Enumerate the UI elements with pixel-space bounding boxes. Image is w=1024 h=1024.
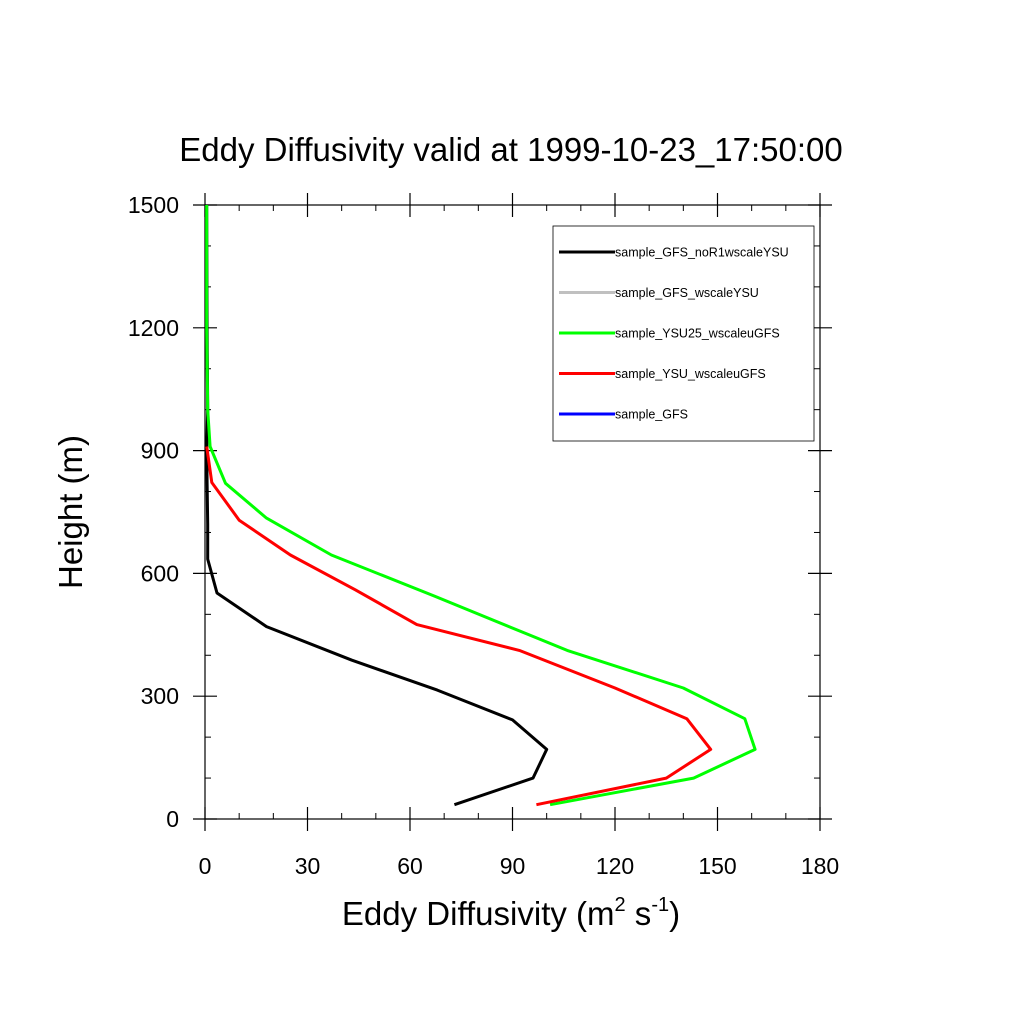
- legend-entries: sample_GFS_noR1wscaleYSU sample_GFS_wscal…: [559, 246, 789, 422]
- x-tick-label: 90: [500, 853, 526, 879]
- x-axis-label-end: ): [669, 895, 680, 932]
- series-lines: [205, 204, 757, 807]
- legend-label: sample_GFS: [615, 408, 688, 422]
- legend-label: sample_GFS_wscaleYSU: [615, 286, 759, 300]
- series-line-sample_YSU25_wscaleuGFS: [205, 205, 757, 807]
- chart-title: Eddy Diffusivity valid at 1999-10-23_17:…: [179, 131, 842, 168]
- x-axis-label-mid: s: [626, 895, 652, 932]
- plot-frame: [204, 204, 821, 820]
- y-tick-label: 1500: [128, 192, 179, 218]
- y-axis-label: Height (m): [52, 435, 89, 589]
- minor-ticks: [205, 205, 820, 819]
- y-tick-label: 600: [141, 560, 179, 586]
- x-axis-label-main: Eddy Diffusivity (m: [342, 895, 615, 932]
- x-tick-label: 120: [596, 853, 634, 879]
- y-tick-label: 900: [141, 438, 179, 464]
- y-tick-label: 1200: [128, 315, 179, 341]
- x-tick-label: 0: [199, 853, 212, 879]
- x-axis-label-sup1: 2: [615, 894, 626, 916]
- x-tick-label: 60: [397, 853, 423, 879]
- x-axis-label-sup2: -1: [651, 894, 669, 916]
- x-tick-label: 30: [295, 853, 321, 879]
- y-tick-label: 0: [166, 806, 179, 832]
- x-tick-label: 180: [801, 853, 839, 879]
- legend-label: sample_YSU_wscaleuGFS: [615, 367, 766, 381]
- y-tick-labels: 0 300 600 900 1200 1500: [128, 192, 179, 832]
- legend-label: sample_GFS_noR1wscaleYSU: [615, 246, 789, 260]
- series-line-sample_YSU_wscaleuGFS: [205, 446, 713, 807]
- x-tick-labels: 0 30 60 90 120 150 180: [199, 853, 840, 879]
- y-tick-label: 300: [141, 683, 179, 709]
- x-tick-label: 150: [698, 853, 736, 879]
- legend: sample_GFS_noR1wscaleYSU sample_GFS_wscal…: [552, 225, 815, 442]
- x-axis-label: Eddy Diffusivity (m2 s-1): [342, 894, 680, 932]
- series-line-sample_GFS_noR1wscaleYSU: [205, 204, 549, 807]
- legend-label: sample_YSU25_wscaleuGFS: [615, 327, 780, 341]
